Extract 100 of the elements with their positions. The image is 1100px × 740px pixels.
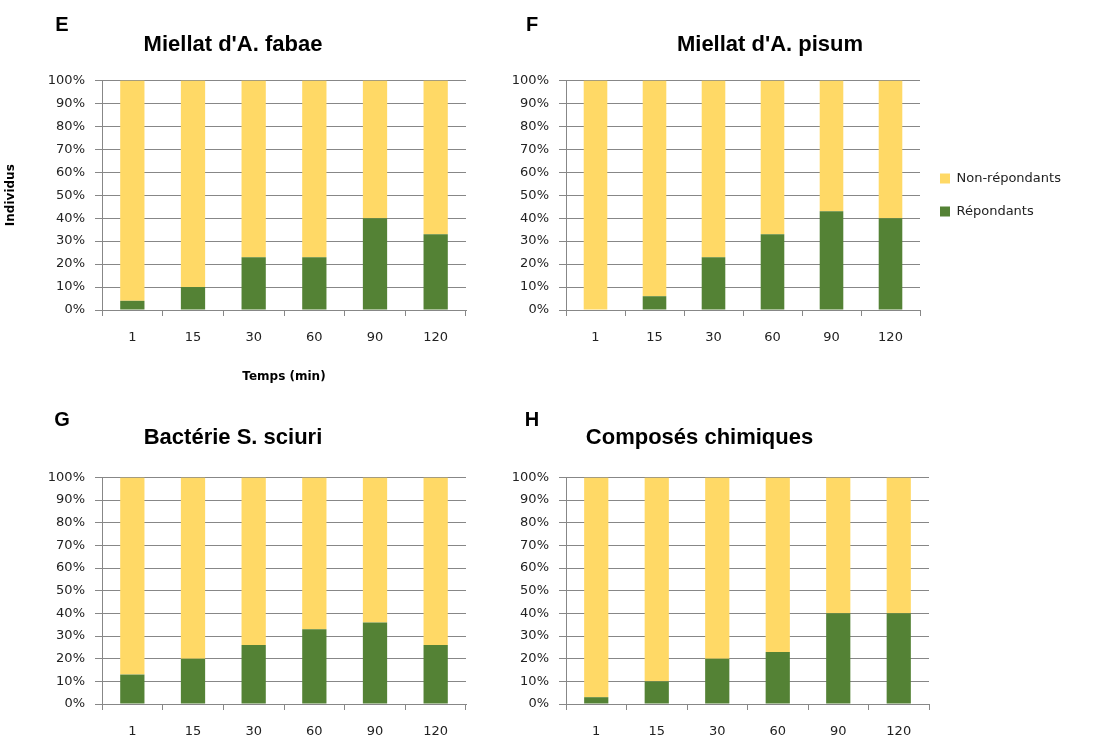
x-tick-label: 15 [648, 723, 666, 739]
chart-title: Bactérie S. sciuri [143, 424, 323, 450]
bar [120, 80, 145, 301]
bar [120, 300, 145, 310]
x-tick-label: 90 [366, 329, 384, 345]
y-tick-label: 30% [56, 232, 85, 248]
bar [644, 477, 669, 682]
x-tick-label: 15 [184, 723, 202, 739]
bar [826, 477, 851, 614]
bar [302, 629, 327, 704]
bar [423, 234, 448, 310]
y-tick-label: 20% [56, 650, 85, 666]
y-tick-label: 70% [56, 140, 85, 156]
x-tick-label: 60 [769, 723, 787, 739]
y-tick-label: 50% [56, 582, 85, 598]
y-tick-label: 20% [56, 255, 85, 271]
bar [765, 477, 790, 652]
y-tick-label: 50% [520, 186, 549, 202]
bar [583, 80, 608, 310]
y-tick-label: 10% [56, 278, 85, 294]
bar [584, 697, 609, 704]
bar [705, 477, 730, 659]
y-tick-label: 10% [56, 672, 85, 688]
y-tick-label: 0% [64, 695, 85, 711]
bar [241, 257, 266, 310]
x-tick-label: 30 [705, 329, 722, 345]
y-tick-label: 100% [47, 71, 85, 87]
bar [819, 80, 844, 212]
y-tick-label: 0% [528, 301, 549, 317]
legend-label: Répondants [956, 202, 1034, 218]
bar [760, 80, 785, 235]
text: G [54, 407, 70, 430]
x-tick-label: 60 [306, 329, 323, 345]
y-tick-label: 90% [520, 491, 549, 507]
y-tick-label: 30% [520, 232, 549, 248]
bar [180, 658, 206, 704]
text: H [524, 407, 540, 430]
y-tick-label: 70% [520, 140, 549, 156]
bar [241, 477, 266, 646]
y-tick-label: 100% [47, 468, 85, 484]
y-tick-label: 60% [56, 559, 85, 575]
y-tick-label: 40% [56, 604, 85, 620]
bar [241, 645, 266, 704]
bar [819, 211, 844, 310]
x-tick-label: 30 [245, 329, 262, 345]
y-tick-label: 0% [64, 301, 85, 317]
bar [701, 257, 726, 310]
x-tick-label: 90 [366, 723, 384, 739]
x-tick-label: 30 [245, 723, 262, 739]
chart-title: Miellat d'A. fabae [143, 31, 323, 57]
bar [760, 234, 785, 310]
bar [362, 477, 388, 623]
bar [826, 613, 851, 704]
y-tick-label: 80% [520, 514, 549, 530]
x-tick-label: 120 [423, 329, 449, 345]
y-tick-label: 40% [520, 604, 549, 620]
x-tick-label: 30 [708, 723, 726, 739]
bar [120, 674, 145, 704]
bar [180, 477, 206, 659]
bar [362, 218, 388, 310]
y-tick-label: 80% [56, 117, 85, 133]
bar [180, 287, 206, 310]
y-tick-label: 100% [511, 71, 549, 87]
y-tick-label: 40% [520, 209, 549, 225]
x-tick-label: 120 [886, 723, 912, 739]
y-tick-label: 70% [520, 536, 549, 552]
y-tick-label: 30% [520, 627, 549, 643]
x-axis-title: Temps (min) [242, 368, 326, 383]
y-tick-label: 60% [520, 163, 549, 179]
bar [642, 80, 667, 297]
bar [878, 80, 903, 219]
y-tick-label: 30% [56, 627, 85, 643]
bar [886, 477, 911, 614]
y-tick-label: 0% [528, 695, 549, 711]
y-tick-label: 40% [56, 209, 85, 225]
bar [302, 80, 327, 258]
x-tick-label: 60 [764, 329, 781, 345]
x-tick-label: 1 [128, 329, 137, 345]
y-tick-label: 60% [56, 163, 85, 179]
bar [705, 658, 730, 704]
bar [886, 613, 911, 704]
y-tick-label: 80% [56, 514, 85, 530]
y-tick-label: 60% [520, 559, 549, 575]
x-tick-label: 120 [423, 723, 449, 739]
x-tick-label: 1 [592, 723, 601, 739]
bar [644, 681, 669, 704]
y-tick-label: 10% [520, 672, 549, 688]
bar [878, 218, 903, 310]
bar [362, 622, 388, 704]
y-tick-label: 100% [511, 468, 549, 484]
y-tick-label: 50% [56, 186, 85, 202]
chart-title: Composés chimiques [585, 424, 814, 450]
bar [120, 477, 145, 675]
x-tick-label: 120 [878, 329, 903, 345]
bar [423, 80, 448, 235]
bar [423, 477, 448, 646]
x-tick-label: 90 [829, 723, 847, 739]
y-tick-label: 10% [520, 278, 549, 294]
text: F [525, 12, 539, 35]
bar [584, 477, 609, 698]
